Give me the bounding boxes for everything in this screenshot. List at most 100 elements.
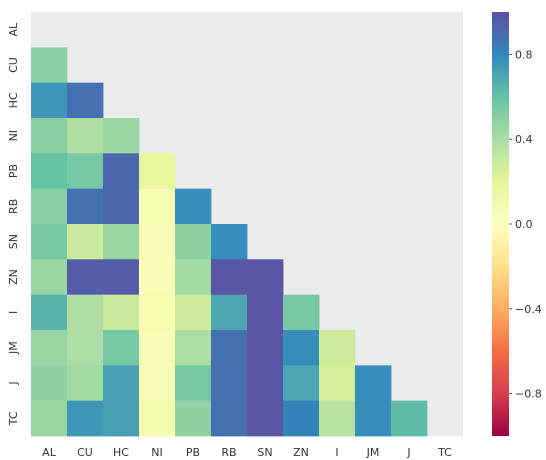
heatmap-cell-JM-NI	[139, 330, 176, 366]
heatmap-cell-JM-SN	[247, 330, 284, 366]
y-tick-label-HC: HC	[7, 92, 20, 108]
heatmap-cell-J-ZN	[283, 365, 320, 402]
heatmap-cell-JM-ZN	[283, 330, 320, 366]
x-tick-label-NI: NI	[151, 446, 162, 459]
colorbar-tick-labels: 0.8 0.4 0.0 −0.4 −0.8	[509, 48, 542, 401]
x-tick-label-ZN: ZN	[293, 446, 309, 459]
heatmap-cell-PB-HC	[103, 153, 140, 190]
y-tick-label-J: J	[7, 381, 20, 385]
x-tick-label-HC: HC	[113, 446, 129, 459]
y-tick-label-CU: CU	[7, 57, 20, 73]
heatmap-cell-ZN-PB	[175, 259, 212, 296]
y-tick-label-RB: RB	[7, 199, 20, 214]
heatmap-cell-J-PB	[175, 365, 212, 402]
heatmap-cell-SN-HC	[103, 224, 140, 260]
heatmap-cell-PB-NI	[139, 153, 176, 190]
colorbar-tick-label: 0.4	[515, 133, 533, 146]
heatmap-cell-ZN-HC	[103, 259, 140, 296]
heatmap-cell-TC-RB	[211, 400, 248, 437]
heatmap-cell-I-AL	[31, 294, 68, 331]
heatmap-cell-J-JM	[355, 365, 392, 402]
heatmap-cell-I-SN	[247, 294, 284, 331]
heatmap-cell-ZN-CU	[67, 259, 104, 296]
heatmap-cell-J-HC	[103, 365, 140, 402]
heatmap-cell-RB-HC	[103, 188, 140, 225]
x-tick-label-AL: AL	[42, 446, 57, 459]
heatmap-cell-TC-I	[319, 400, 356, 437]
heatmap-cell-HC-AL	[31, 82, 68, 119]
heatmap-cell-TC-AL	[31, 400, 68, 437]
heatmap-cell-I-NI	[139, 294, 176, 331]
heatmap-cell-J-SN	[247, 365, 284, 402]
colorbar	[492, 12, 509, 436]
y-tick-label-PB: PB	[7, 164, 20, 178]
y-tick-label-ZN: ZN	[7, 269, 20, 285]
y-tick-labels: AL CU HC NI PB RB SN ZN I JM J TC	[7, 22, 20, 426]
y-tick-label-TC: TC	[7, 411, 20, 426]
heatmap-cell-I-RB	[211, 294, 248, 331]
heatmap-cell-JM-AL	[31, 330, 68, 366]
heatmap-cell-TC-JM	[355, 400, 392, 437]
heatmap-cell-JM-CU	[67, 330, 104, 366]
heatmap-cell-TC-ZN	[283, 400, 320, 437]
x-tick-label-TC: TC	[437, 446, 452, 459]
heatmap-cell-SN-NI	[139, 224, 176, 260]
heatmap-cell-CU-AL	[31, 47, 68, 84]
heatmap-cell-RB-NI	[139, 188, 176, 225]
colorbar-tick-label: −0.8	[515, 388, 542, 401]
x-tick-label-I: I	[335, 446, 338, 459]
heatmap-cell-PB-AL	[31, 153, 68, 190]
heatmap-cell-TC-SN	[247, 400, 284, 437]
heatmap-cell-JM-PB	[175, 330, 212, 366]
heatmap-cell-J-RB	[211, 365, 248, 402]
heatmap-cell-TC-J	[391, 400, 428, 437]
y-tick-label-AL: AL	[7, 22, 20, 37]
x-tick-label-CU: CU	[77, 446, 93, 459]
heatmap-cell-SN-PB	[175, 224, 212, 260]
heatmap-cell-J-I	[319, 365, 356, 402]
y-tick-label-JM: JM	[7, 341, 20, 355]
heatmap-cell-ZN-AL	[31, 259, 68, 296]
heatmap-cell-TC-NI	[139, 400, 176, 437]
heatmap-cell-TC-CU	[67, 400, 104, 437]
heatmap-cell-RB-PB	[175, 188, 212, 225]
heatmap-cell-RB-CU	[67, 188, 104, 225]
heatmap-cell-I-ZN	[283, 294, 320, 331]
heatmap-cell-I-HC	[103, 294, 140, 331]
heatmap-cell-J-NI	[139, 365, 176, 402]
colorbar-tick-label: 0.8	[515, 48, 533, 61]
heatmap-cell-I-PB	[175, 294, 212, 331]
x-tick-label-JM: JM	[366, 446, 380, 459]
colorbar-tick-label: −0.4	[515, 303, 542, 316]
heatmap-cell-ZN-SN	[247, 259, 284, 296]
heatmap-cell-HC-CU	[67, 82, 104, 119]
heatmap-cell-NI-AL	[31, 118, 68, 154]
y-tick-label-SN: SN	[7, 234, 20, 249]
heatmap-cell-I-CU	[67, 294, 104, 331]
heatmap-cell-JM-I	[319, 330, 356, 366]
heatmap-cell-NI-CU	[67, 118, 104, 154]
heatmap-cell-TC-PB	[175, 400, 212, 437]
heatmap-cell-JM-HC	[103, 330, 140, 366]
x-tick-label-J: J	[406, 446, 410, 459]
heatmap-cell-NI-HC	[103, 118, 140, 154]
heatmap-cell-RB-AL	[31, 188, 68, 225]
y-tick-label-NI: NI	[7, 130, 20, 141]
heatmap-cell-J-CU	[67, 365, 104, 402]
heatmap-cell-PB-CU	[67, 153, 104, 190]
colorbar-tick-label: 0.0	[515, 218, 533, 231]
x-tick-label-SN: SN	[257, 446, 272, 459]
y-tick-label-I: I	[7, 311, 20, 314]
heatmap-cell-SN-AL	[31, 224, 68, 260]
x-tick-label-PB: PB	[186, 446, 200, 459]
heatmap-cell-SN-RB	[211, 224, 248, 260]
x-tick-label-RB: RB	[221, 446, 236, 459]
heatmap-cell-SN-CU	[67, 224, 104, 260]
heatmap-cell-TC-HC	[103, 400, 140, 437]
heatmap-cell-J-AL	[31, 365, 68, 402]
heatmap-cell-JM-RB	[211, 330, 248, 366]
x-tick-labels: AL CU HC NI PB RB SN ZN I JM J TC	[42, 446, 452, 459]
heatmap-cell-ZN-NI	[139, 259, 176, 296]
heatmap-cells	[31, 47, 428, 437]
